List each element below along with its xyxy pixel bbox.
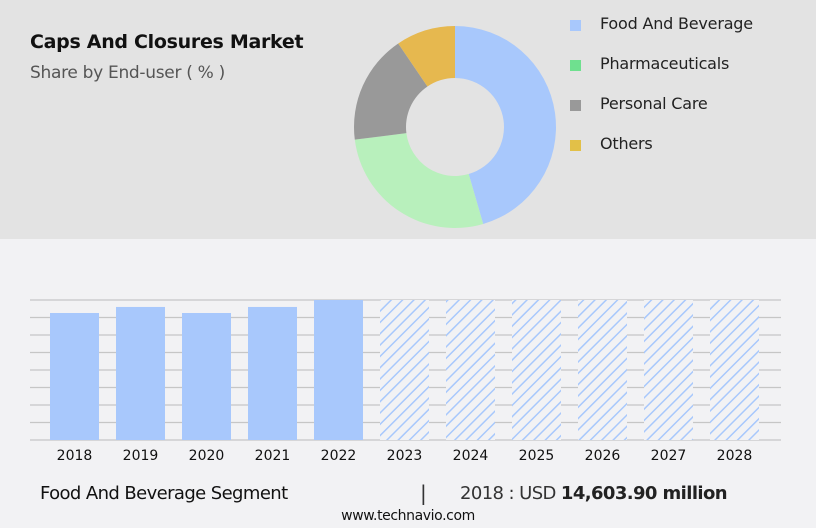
bar-chart: 2018 2019 2020 2021 2022 2023 2024 2025 2026 2027…	[30, 299, 781, 464]
site-url: www.technavio.com	[341, 508, 475, 524]
segment-value: 2018 : USD 14,603.90 million	[460, 483, 728, 504]
value-prefix: 2018 : USD	[460, 483, 561, 504]
legend-swatch-icon	[570, 100, 581, 111]
legend-label: Personal Care	[600, 94, 708, 113]
legend-item-pharmaceuticals: Pharmaceuticals	[569, 52, 809, 76]
forecast-bar	[644, 300, 693, 440]
legend-swatch-icon	[570, 60, 581, 71]
bar	[248, 306, 297, 440]
bar	[50, 313, 99, 440]
x-tick-label: 2019	[123, 448, 159, 464]
x-tick-label: 2023	[387, 448, 423, 464]
legend-swatch-icon	[570, 20, 581, 31]
top-panel: Caps And Closures Market Share by End-us…	[0, 0, 816, 239]
x-tick-label: 2026	[585, 448, 621, 464]
donut-slice-others	[398, 26, 455, 87]
legend-label: Others	[600, 134, 653, 153]
segment-label: Food And Beverage Segment	[40, 483, 288, 504]
forecast-bar	[380, 300, 429, 440]
x-tick-label: 2028	[717, 448, 753, 464]
x-tick-label: 2020	[189, 448, 225, 464]
forecast-bar	[512, 300, 561, 440]
value-amount: 14,603.90 million	[560, 483, 728, 504]
forecast-bar	[578, 300, 627, 440]
donut-slice-personal-care	[354, 43, 428, 140]
donut-slice-pharmaceuticals	[354, 133, 484, 229]
x-tick-label: 2021	[255, 448, 291, 464]
chart-subtitle: Share by End-user ( % )	[30, 63, 225, 83]
legend-item-food-and-beverage: Food And Beverage	[569, 12, 809, 36]
x-tick-label: 2024	[453, 448, 489, 464]
footer-separator: |	[420, 481, 427, 505]
forecast-bar	[446, 300, 495, 440]
bar	[314, 300, 363, 440]
legend-label: Food And Beverage	[600, 14, 753, 33]
donut-chart	[354, 26, 557, 229]
x-tick-label: 2027	[651, 448, 687, 464]
bar	[182, 313, 231, 440]
legend-item-personal-care: Personal Care	[569, 92, 809, 116]
legend-swatch-icon	[570, 140, 581, 151]
x-tick-label: 2018	[57, 448, 93, 464]
donut-slice-food-and-beverage	[455, 26, 557, 224]
legend-item-others: Others	[569, 132, 809, 156]
bar	[116, 306, 165, 440]
forecast-bar	[710, 300, 759, 440]
x-tick-label: 2025	[519, 448, 555, 464]
chart-title: Caps And Closures Market	[30, 31, 304, 53]
legend-label: Pharmaceuticals	[600, 54, 730, 73]
x-tick-label: 2022	[321, 448, 357, 464]
